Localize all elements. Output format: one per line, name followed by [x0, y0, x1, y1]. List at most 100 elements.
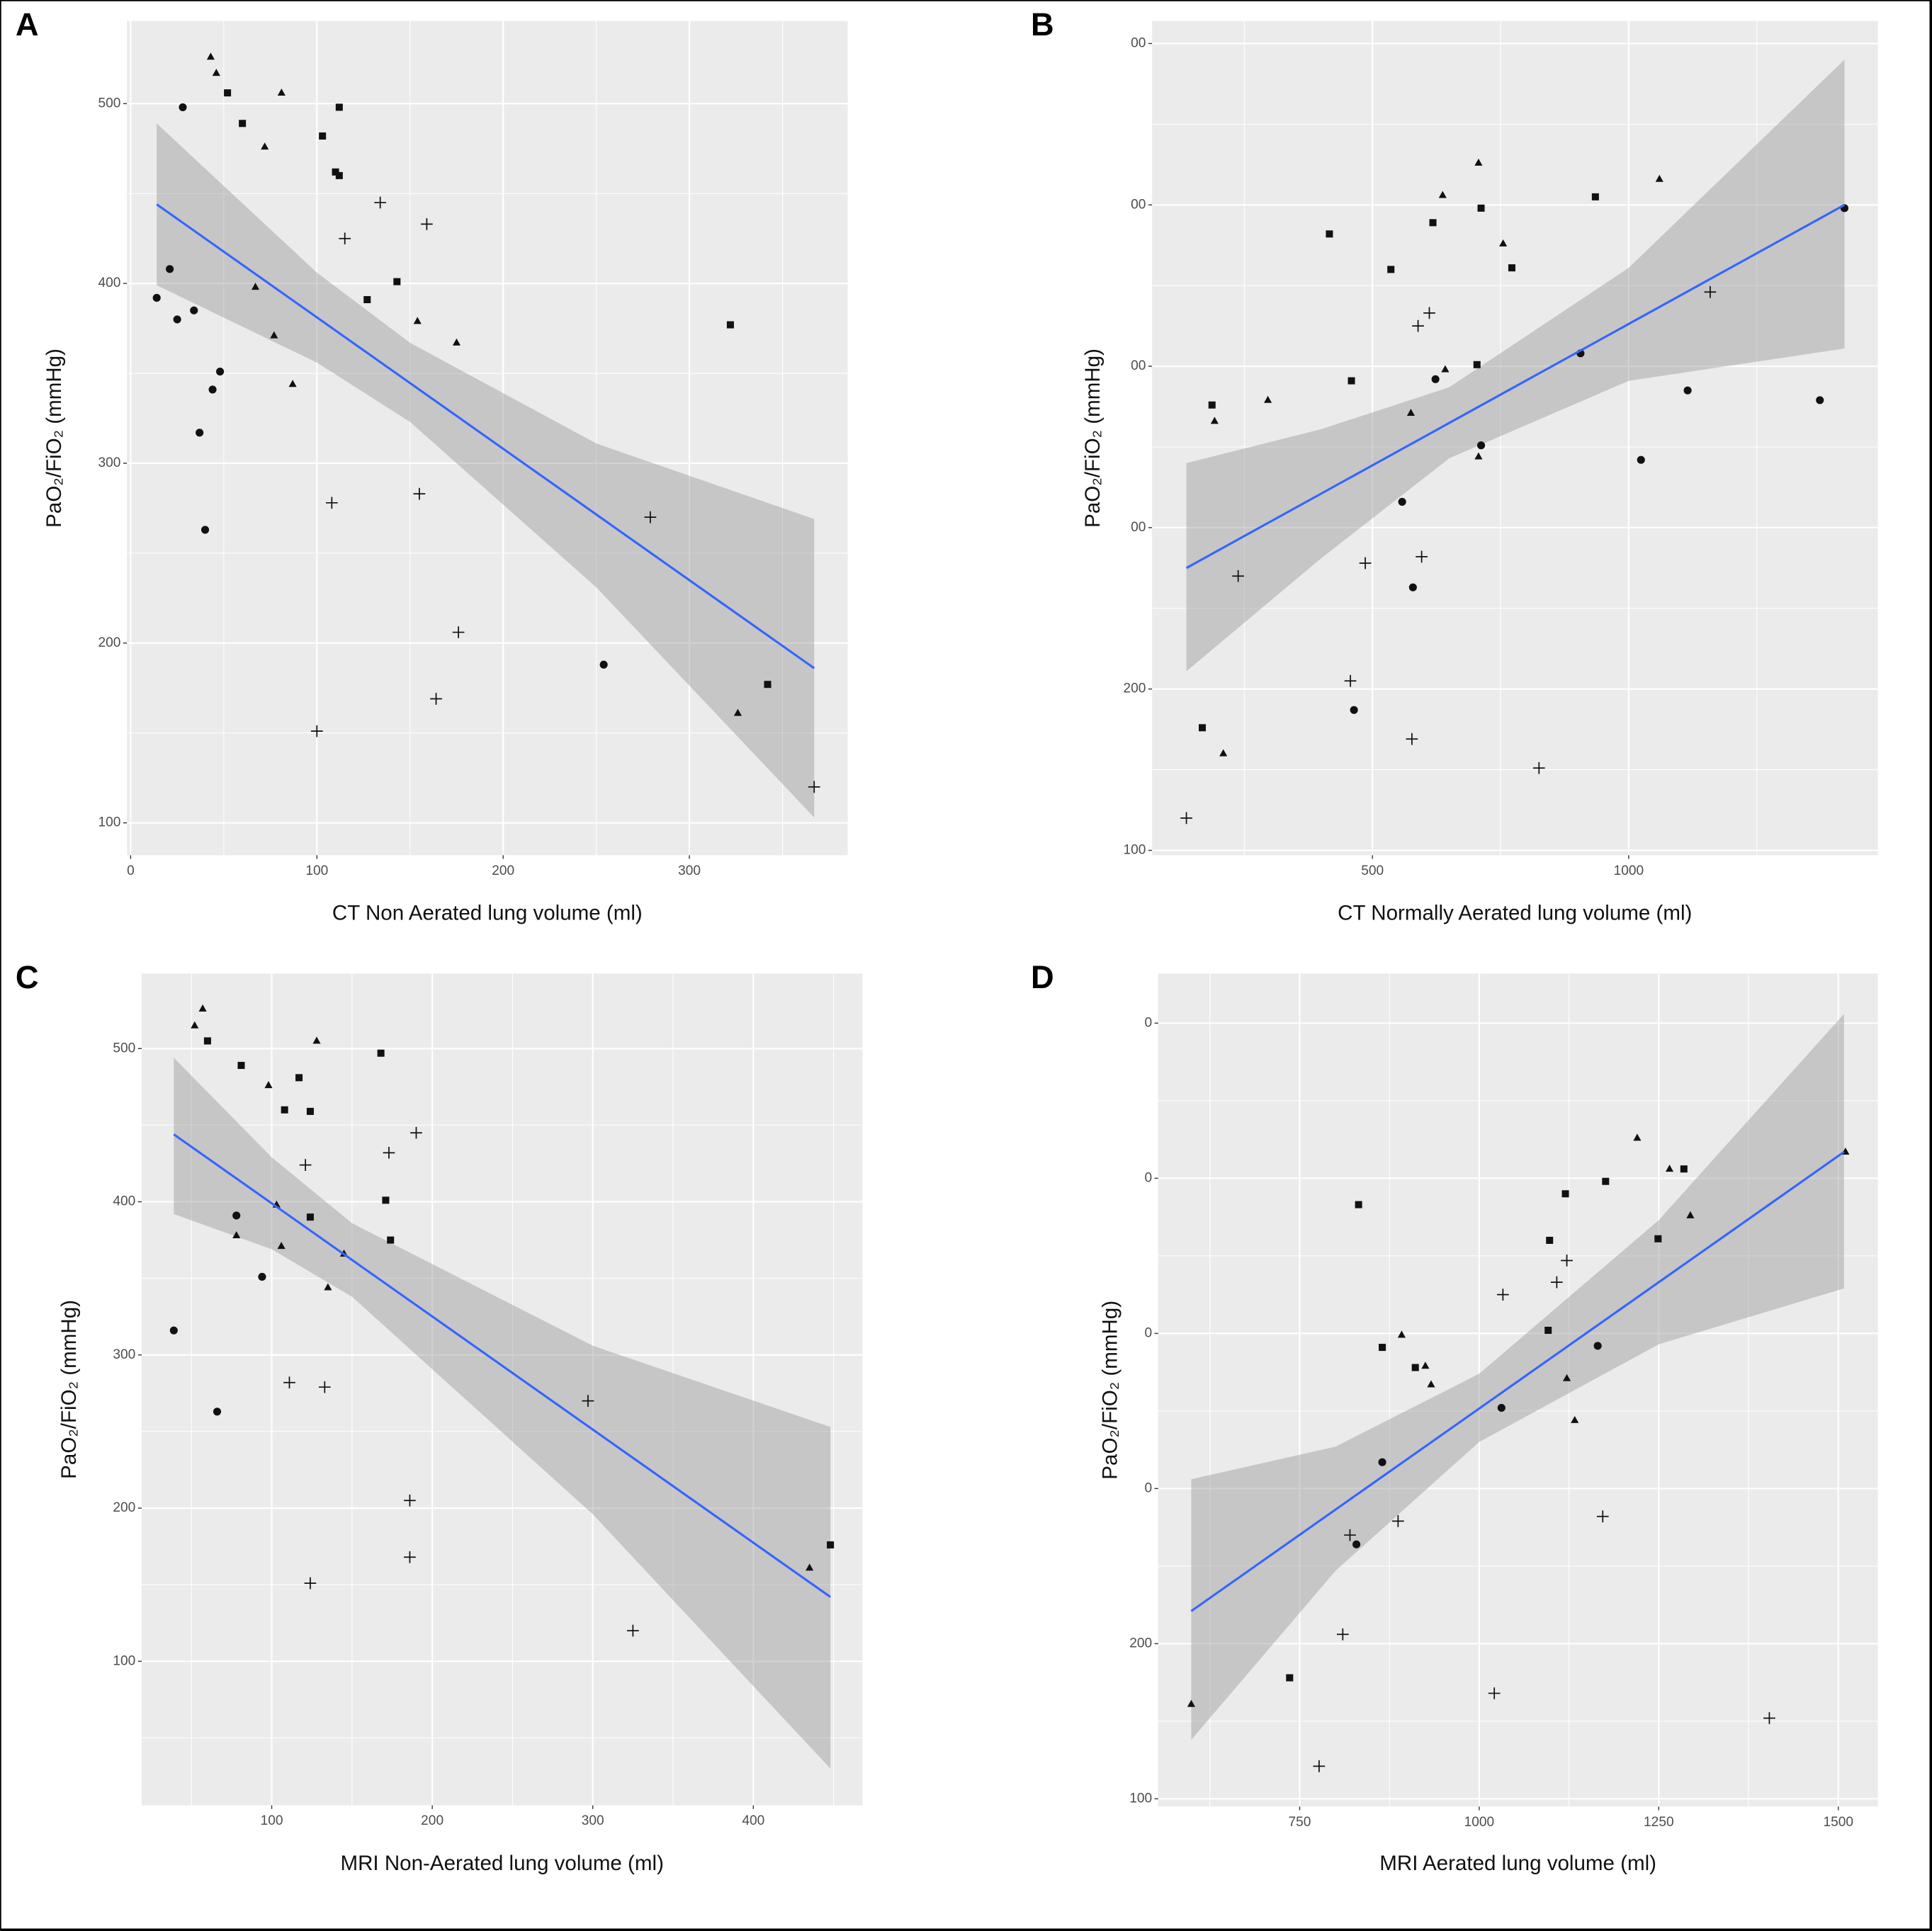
x-tick-label: 200 [492, 863, 514, 878]
confidence-band [1186, 60, 1845, 672]
point [335, 171, 343, 179]
y-tick-label: 300 [113, 1347, 135, 1362]
point [1473, 361, 1481, 368]
fit-line [1185, 203, 1846, 570]
point [312, 1036, 321, 1044]
x-tick-label: 750 [1289, 1815, 1311, 1830]
point [1313, 1760, 1326, 1772]
point [1561, 1190, 1569, 1198]
point [324, 1283, 332, 1291]
point [173, 315, 181, 324]
point [1359, 557, 1372, 570]
point [281, 1106, 288, 1114]
y-tick-label: 100 [1129, 1791, 1152, 1806]
point [1441, 365, 1450, 373]
point [1637, 455, 1645, 464]
point [310, 725, 323, 737]
point [1499, 239, 1508, 247]
point [319, 132, 327, 140]
point [277, 88, 286, 96]
fit-line [1190, 1150, 1845, 1612]
panel: 750 1000 1250 1500 100 200 0 0 0 0 D MRI Aerated lu… [1031, 959, 1878, 1875]
x-tick-label: 0 [127, 863, 135, 878]
point [1476, 441, 1486, 450]
point [239, 120, 247, 128]
point [1387, 266, 1395, 273]
x-axis-title: CT Non Aerated lung volume (ml) [332, 902, 643, 925]
point [200, 526, 210, 534]
y-axis-title: PaO₂/FiO₂ (mmHg) [1081, 349, 1105, 528]
point [1596, 1510, 1609, 1523]
point [827, 1541, 835, 1548]
y-tick-label: 500 [113, 1041, 135, 1055]
point [196, 429, 204, 437]
point [1406, 732, 1418, 745]
y-tick-label: 400 [98, 276, 121, 290]
point [1488, 1687, 1501, 1699]
point [582, 1395, 594, 1407]
y-axis-title: PaO₂/FiO₂ (mmHg) [1099, 1301, 1122, 1480]
x-tick-label: 1500 [1823, 1815, 1853, 1830]
point [304, 1577, 317, 1590]
point [1355, 1201, 1362, 1208]
point [1571, 1415, 1579, 1423]
point [1408, 583, 1417, 591]
point [306, 1107, 314, 1115]
point [733, 708, 742, 716]
point [1427, 1380, 1435, 1388]
point [1326, 230, 1333, 238]
point [1497, 1289, 1509, 1301]
point [430, 693, 442, 705]
y-tick-label: 0 [1144, 1015, 1152, 1030]
point [421, 218, 433, 230]
point [318, 1381, 331, 1393]
point [332, 168, 339, 176]
y-tick-label: 100 [98, 815, 121, 830]
plot-background [142, 973, 863, 1806]
point [258, 1272, 266, 1281]
point [377, 1049, 385, 1057]
point [452, 338, 461, 346]
point [1180, 812, 1192, 825]
point [1392, 1514, 1404, 1527]
point [152, 293, 161, 302]
point [413, 317, 422, 324]
point [339, 232, 351, 245]
point [374, 196, 387, 209]
point [277, 1242, 286, 1250]
y-axis-title: PaO₂/FiO₂ (mmHg) [57, 1300, 81, 1479]
point [1286, 1674, 1294, 1682]
panel-letter: A [16, 6, 39, 43]
point [206, 52, 215, 60]
x-tick-label: 400 [742, 1813, 764, 1828]
point [1665, 1165, 1674, 1172]
y-tick-label: 00 [1131, 520, 1146, 535]
x-tick-label: 100 [305, 863, 328, 878]
point [627, 1624, 639, 1637]
point [203, 1037, 211, 1045]
point [1416, 550, 1428, 563]
point [1348, 377, 1355, 385]
point [1654, 1235, 1662, 1242]
point [1683, 386, 1692, 395]
point [1633, 1133, 1642, 1141]
y-tick-label: 300 [98, 455, 121, 470]
point [1210, 417, 1219, 424]
y-tick-label: 0 [1144, 1480, 1152, 1495]
point [726, 321, 734, 329]
point [1352, 1540, 1361, 1548]
x-tick-label: 1000 [1464, 1815, 1495, 1830]
y-tick-label: 200 [1129, 1636, 1152, 1650]
point [1508, 264, 1515, 272]
point [1421, 1361, 1430, 1369]
fit-line [173, 1133, 831, 1598]
point [1532, 761, 1545, 774]
confidence-band [174, 1058, 831, 1769]
point [764, 681, 772, 689]
point [179, 103, 187, 111]
point [213, 1408, 222, 1416]
y-tick-label: 200 [113, 1500, 135, 1515]
point [1411, 1364, 1419, 1371]
point [299, 1159, 312, 1171]
point [270, 331, 278, 339]
